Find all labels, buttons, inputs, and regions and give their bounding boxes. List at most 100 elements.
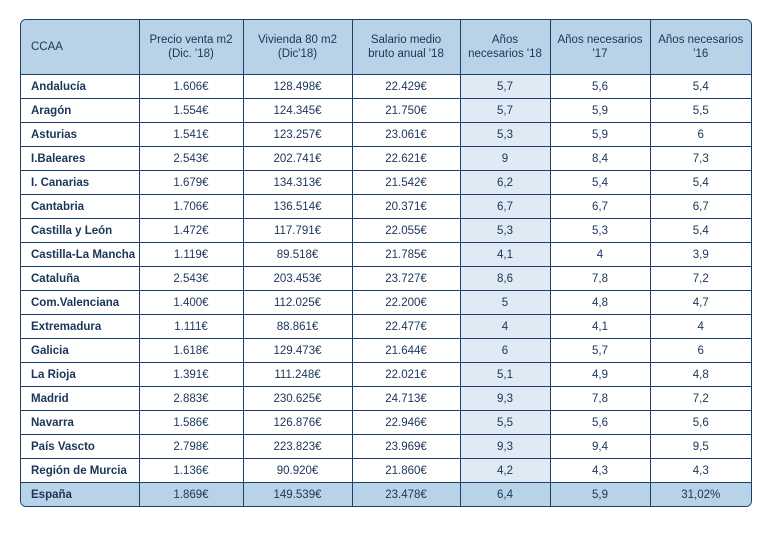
table-cell: 1.111€ xyxy=(138,314,244,339)
table-cell: 6 xyxy=(649,122,751,147)
table-cell: 5 xyxy=(459,290,551,315)
table-row: Región de Murcia 1.136€ 90.920€ 21.860€ 4,2 4… xyxy=(21,458,751,483)
table-row: Castilla-La Mancha 1.119€ 89.518€ 21.785€ 4,… xyxy=(21,242,751,267)
table-row: Madrid 2.883€ 230.625€ 24.713€ 9,3 7,8 7,2 xyxy=(21,386,751,411)
region-name-cell: Com.Valenciana xyxy=(21,290,140,315)
table-cell: 149.539€ xyxy=(242,482,353,506)
table-cell: 3,9 xyxy=(649,242,751,267)
table-cell: 6,7 xyxy=(549,194,651,219)
table-cell: 5,6 xyxy=(549,74,651,99)
table-cell: 5,3 xyxy=(459,218,551,243)
table-cell: 5,3 xyxy=(459,122,551,147)
table-cell: 21.785€ xyxy=(351,242,461,267)
table-cell: 23.727€ xyxy=(351,266,461,291)
table-cell: 123.257€ xyxy=(242,122,353,147)
header-cell: Vivienda 80 m2 (Dic'18) xyxy=(242,20,353,75)
table-cell: 7,3 xyxy=(649,146,751,171)
table-cell: 8,6 xyxy=(459,266,551,291)
table-cell: 7,2 xyxy=(649,266,751,291)
table-cell: 5,4 xyxy=(649,74,751,99)
table-row: Castilla y León 1.472€ 117.791€ 22.055€ 5,3 5… xyxy=(21,218,751,243)
table-cell: 88.861€ xyxy=(242,314,353,339)
table-cell: 134.313€ xyxy=(242,170,353,195)
table-cell: 124.345€ xyxy=(242,98,353,123)
table-cell: 22.477€ xyxy=(351,314,461,339)
table-cell: 1.472€ xyxy=(138,218,244,243)
table-row: Aragón 1.554€ 124.345€ 21.750€ 5,7 5,9 5,5 xyxy=(21,98,751,123)
table-cell: 7,8 xyxy=(549,266,651,291)
table-cell: 126.876€ xyxy=(242,410,353,435)
region-name-cell: I. Canarias xyxy=(21,170,140,195)
table-cell: 203.453€ xyxy=(242,266,353,291)
table-cell: 7,2 xyxy=(649,386,751,411)
table-cell: 4,7 xyxy=(649,290,751,315)
region-name-cell: España xyxy=(21,482,140,506)
table-cell: 128.498€ xyxy=(242,74,353,99)
table-cell: 4,1 xyxy=(549,314,651,339)
table-cell: 23.969€ xyxy=(351,434,461,459)
table-cell: 22.055€ xyxy=(351,218,461,243)
table-cell: 1.679€ xyxy=(138,170,244,195)
region-name-cell: Andalucía xyxy=(21,74,140,99)
table-row: I. Canarias 1.679€ 134.313€ 21.542€ 6,2 5,4 5,… xyxy=(21,170,751,195)
table-cell: 22.946€ xyxy=(351,410,461,435)
table-cell: 21.750€ xyxy=(351,98,461,123)
table-cell: 4,9 xyxy=(549,362,651,387)
table-cell: 22.200€ xyxy=(351,290,461,315)
table-cell: 230.625€ xyxy=(242,386,353,411)
table-cell: 22.021€ xyxy=(351,362,461,387)
region-name-cell: Galicia xyxy=(21,338,140,363)
table-cell: 5,5 xyxy=(649,98,751,123)
table-cell: 1.136€ xyxy=(138,458,244,483)
table-cell: 21.542€ xyxy=(351,170,461,195)
table-cell: 5,1 xyxy=(459,362,551,387)
table-cell: 9,5 xyxy=(649,434,751,459)
table-row: País Vascto 2.798€ 223.823€ 23.969€ 9,3 9,4 9,… xyxy=(21,434,751,459)
region-name-cell: La Rioja xyxy=(21,362,140,387)
table-cell: 117.791€ xyxy=(242,218,353,243)
table-cell: 1.541€ xyxy=(138,122,244,147)
table-cell: 4 xyxy=(549,242,651,267)
table-cell: 6 xyxy=(649,338,751,363)
table-cell: 90.920€ xyxy=(242,458,353,483)
table-row: Andalucía 1.606€ 128.498€ 22.429€ 5,7 5,6 5,4 xyxy=(21,74,751,99)
table-cell: 23.061€ xyxy=(351,122,461,147)
table-row: Asturias 1.541€ 123.257€ 23.061€ 5,3 5,9 6 xyxy=(21,122,751,147)
table-cell: 21.644€ xyxy=(351,338,461,363)
table-cell: 89.518€ xyxy=(242,242,353,267)
table-cell: 1.391€ xyxy=(138,362,244,387)
table-cell: 2.883€ xyxy=(138,386,244,411)
table-cell: 24.713€ xyxy=(351,386,461,411)
region-name-cell: Extremadura xyxy=(21,314,140,339)
table-cell: 21.860€ xyxy=(351,458,461,483)
table-cell: 5,9 xyxy=(549,482,651,506)
table-cell: 9,4 xyxy=(549,434,651,459)
table-cell: 5,9 xyxy=(549,98,651,123)
header-cell: Años necesarios '18 xyxy=(459,20,551,75)
table-cell: 202.741€ xyxy=(242,146,353,171)
table-row: Extremadura 1.111€ 88.861€ 22.477€ 4 4,1 4 xyxy=(21,314,751,339)
region-name-cell: Castilla-La Mancha xyxy=(21,242,140,267)
table-row: Cataluña 2.543€ 203.453€ 23.727€ 8,6 7,8 7,2 xyxy=(21,266,751,291)
table-cell: 9,3 xyxy=(459,434,551,459)
table-cell: 1.119€ xyxy=(138,242,244,267)
header-cell: Salario medio bruto anual '18 xyxy=(351,20,461,75)
header-cell: Años necesarios '16 xyxy=(649,20,751,75)
table-cell: 20.371€ xyxy=(351,194,461,219)
table-cell: 5,4 xyxy=(649,170,751,195)
region-name-cell: Castilla y León xyxy=(21,218,140,243)
table-cell: 5,4 xyxy=(649,218,751,243)
table-cell: 1.618€ xyxy=(138,338,244,363)
table-cell: 223.823€ xyxy=(242,434,353,459)
table-cell: 1.554€ xyxy=(138,98,244,123)
table-cell: 22.429€ xyxy=(351,74,461,99)
table-cell: 129.473€ xyxy=(242,338,353,363)
table-cell: 4,2 xyxy=(459,458,551,483)
table-cell: 112.025€ xyxy=(242,290,353,315)
header-cell: CCAA xyxy=(21,20,140,75)
region-name-cell: Aragón xyxy=(21,98,140,123)
table-row: Com.Valenciana 1.400€ 112.025€ 22.200€ 5 4,8 4… xyxy=(21,290,751,315)
table-cell: 4,3 xyxy=(649,458,751,483)
total-row: España 1.869€ 149.539€ 23.478€ 6,4 5,9 31,02% xyxy=(21,482,751,506)
table-cell: 4,8 xyxy=(649,362,751,387)
